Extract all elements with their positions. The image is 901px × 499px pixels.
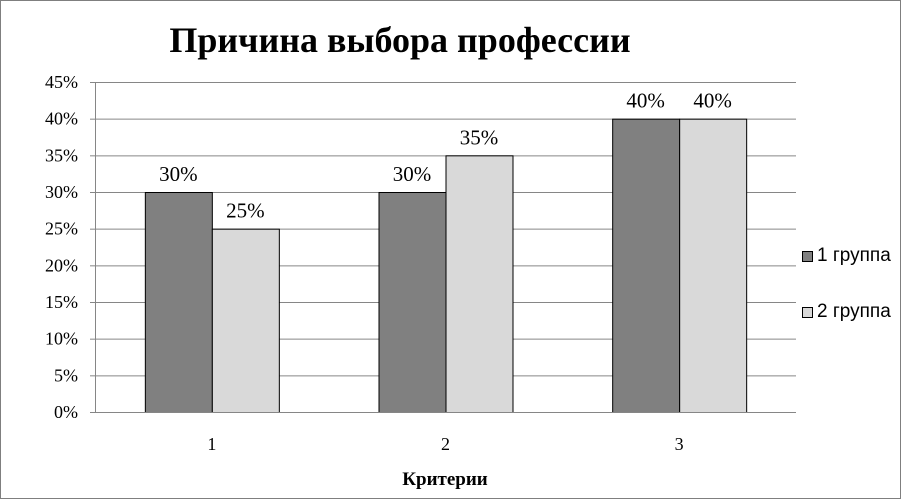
data-label-series-1-category-1: 30% (159, 162, 198, 186)
bar-series-2-category-1 (211, 228, 280, 413)
x-tick-label: 1 (207, 434, 216, 454)
data-label-series-1-category-2: 30% (393, 162, 432, 186)
y-tick-label: 10% (45, 329, 78, 349)
y-tick-label: 30% (45, 182, 78, 202)
chart-title: Причина выбора профессии (169, 20, 631, 60)
bar-series-2-category-3 (679, 118, 748, 414)
y-tick-label: 25% (45, 219, 78, 239)
bars (144, 118, 748, 414)
legend-entry-series-1: 1 группа (801, 244, 896, 296)
legend-label-series-1: 1 группа (817, 245, 891, 266)
data-label-series-2-category-3: 40% (693, 89, 732, 113)
y-tick-label: 40% (45, 109, 78, 129)
bar-series-1-category-1 (144, 192, 213, 413)
data-label-series-1-category-3: 40% (626, 89, 665, 113)
bar-series-1-category-2 (378, 192, 447, 413)
legend-swatch-series-2 (802, 307, 813, 318)
legend-swatch-series-1 (802, 251, 813, 262)
legend-entry-series-2: 2 группа (801, 300, 896, 352)
x-tick-label: 3 (675, 434, 684, 454)
y-tick-label: 15% (45, 292, 78, 312)
legend-label-series-2: 2 группа (817, 301, 891, 322)
data-label-series-2-category-2: 35% (460, 125, 499, 149)
y-tick-label: 0% (54, 402, 78, 422)
x-tick-label: 2 (441, 434, 450, 454)
y-tick-label: 35% (45, 145, 78, 165)
y-tick-label: 5% (54, 365, 78, 385)
axes: 0% 5% 10% 15% 20% 25% 30% 35% 40% 45% 1 2 3 (45, 72, 796, 454)
y-tick-label: 20% (45, 255, 78, 275)
y-tick-label: 45% (45, 72, 78, 92)
bar-series-1-category-3 (612, 118, 681, 414)
data-labels: 30% 25% 30% 35% 40% 40% (159, 89, 732, 223)
bar-series-2-category-2 (445, 155, 514, 413)
legend: 1 группа 2 группа (801, 244, 896, 356)
x-axis-title: Критерии (402, 469, 488, 490)
data-label-series-2-category-1: 25% (226, 199, 265, 223)
